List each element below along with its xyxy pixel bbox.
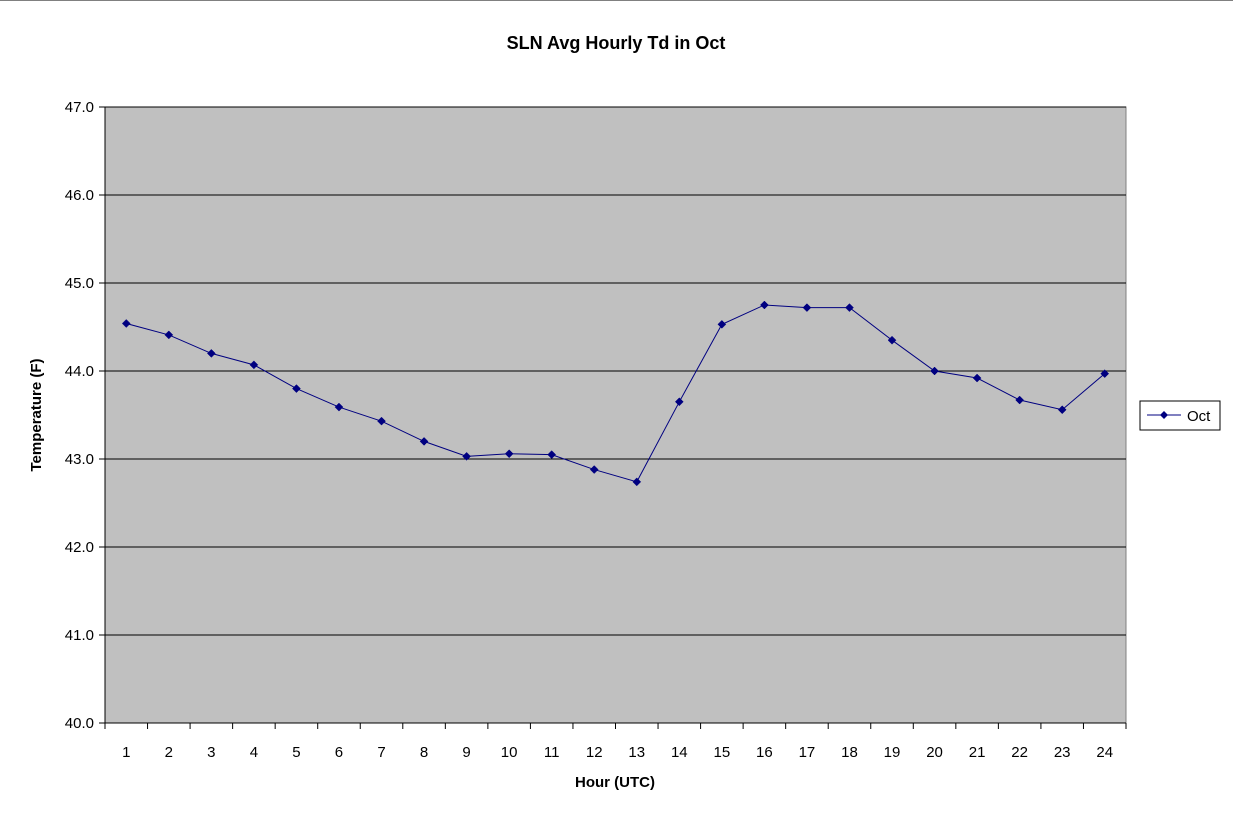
data-point-marker — [1100, 369, 1110, 378]
x-tick-label: 9 — [462, 744, 470, 761]
x-tick-label: 3 — [207, 744, 215, 761]
x-tick-label: 22 — [1011, 744, 1028, 761]
series-line-oct — [126, 304, 1106, 483]
y-tick-label: 47.0 — [65, 99, 94, 116]
x-tick-label: 15 — [714, 744, 731, 761]
data-point-marker — [717, 320, 727, 329]
x-tick-label: 2 — [165, 744, 173, 761]
x-tick-label: 21 — [969, 744, 986, 761]
x-tick-label: 11 — [544, 744, 560, 761]
x-tick-label: 1 — [122, 744, 130, 761]
x-tick-label: 7 — [377, 744, 385, 761]
y-tick-label: 43.0 — [65, 451, 94, 468]
x-tick-label: 23 — [1054, 744, 1071, 761]
x-axis: 1 2 3 4 5 6 7 8 9 10 11 12 13 14 15 16 17 18 19 20 21 22 23 24 — [104, 722, 1127, 761]
data-point-marker — [419, 437, 429, 446]
data-point-marker — [164, 330, 174, 340]
data-point-marker — [674, 397, 684, 407]
y-axis: 40.0 41.0 42.0 43.0 44.0 45.0 46.0 47.0 — [65, 99, 106, 732]
data-point-marker — [334, 402, 344, 412]
y-tick-label: 40.0 — [65, 715, 94, 732]
window-top-border — [0, 0, 1233, 1]
x-tick-label: 18 — [841, 744, 858, 761]
data-point-marker — [1015, 395, 1024, 405]
data-point-marker — [887, 335, 897, 345]
data-point-marker — [292, 384, 301, 393]
data-point-marker — [972, 373, 982, 383]
x-tick-label: 4 — [250, 744, 258, 761]
data-point-marker — [930, 366, 939, 376]
legend-entry-oct: Oct — [1187, 408, 1211, 425]
data-point-marker — [760, 300, 769, 310]
x-tick-label: 5 — [292, 744, 300, 761]
x-tick-label: 20 — [926, 744, 943, 761]
x-tick-label: 13 — [628, 744, 645, 761]
legend-marker-sample — [1160, 411, 1168, 419]
y-tick-label: 42.0 — [65, 539, 94, 556]
x-tick-label: 19 — [884, 744, 901, 761]
x-tick-label: 10 — [501, 744, 518, 761]
y-tick-label: 46.0 — [65, 187, 94, 204]
gridlines — [105, 106, 1126, 636]
x-tick-label: 14 — [671, 744, 688, 761]
y-tick-label: 41.0 — [65, 627, 94, 644]
data-point-marker — [207, 349, 216, 358]
y-axis-title: Temperature (F) — [28, 358, 45, 471]
x-tick-label: 16 — [756, 744, 773, 761]
series-group — [121, 300, 1110, 487]
chart-title: SLN Avg Hourly Td in Oct — [507, 33, 726, 53]
data-point-marker — [845, 303, 854, 312]
data-point-marker — [1057, 405, 1067, 415]
data-point-marker — [249, 360, 259, 370]
data-point-marker — [121, 319, 131, 328]
y-tick-label: 45.0 — [65, 275, 94, 292]
x-tick-label: 6 — [335, 744, 343, 761]
x-axis-title: Hour (UTC) — [575, 774, 655, 791]
data-point-marker — [377, 416, 386, 426]
data-point-marker — [802, 303, 812, 312]
legend: Oct — [1139, 400, 1221, 431]
data-point-marker — [589, 465, 599, 474]
x-tick-label: 12 — [586, 744, 603, 761]
x-tick-label: 24 — [1096, 744, 1113, 761]
data-point-marker — [462, 452, 471, 461]
data-point-marker — [547, 450, 557, 459]
data-point-marker — [504, 449, 514, 459]
plot-area — [104, 106, 1127, 724]
x-tick-label: 8 — [420, 744, 428, 761]
data-point-marker — [632, 477, 642, 487]
x-tick-label: 17 — [799, 744, 816, 761]
y-tick-label: 44.0 — [65, 363, 94, 380]
